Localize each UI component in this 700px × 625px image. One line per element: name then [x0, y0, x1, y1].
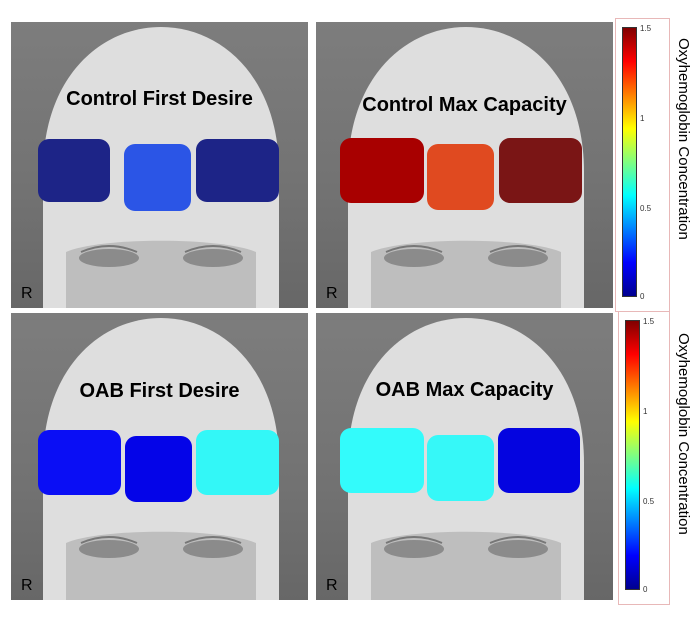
tick-label: 0 [643, 585, 648, 594]
roi-left [340, 428, 424, 493]
tick-label: 1 [643, 407, 648, 416]
roi-center [125, 436, 192, 502]
panel-title: Control Max Capacity [362, 94, 567, 116]
colorbar-bottom: 1.5 1 0.5 0 [618, 311, 670, 605]
panel-title: OAB First Desire [79, 380, 240, 402]
roi-center [427, 144, 494, 210]
tick-label: 1.5 [640, 24, 652, 33]
panel-control-max-capacity: Control Max Capacity R [316, 22, 613, 308]
colorbar-label: Oxyhemoglobin Concentration [675, 333, 692, 535]
roi-center [124, 144, 191, 211]
side-label: R [21, 285, 33, 302]
panel-control-first-desire: Control First Desire R [11, 22, 308, 308]
tick-label: 0 [640, 292, 645, 301]
side-label: R [21, 577, 33, 594]
panel-oab-max-capacity: OAB Max Capacity R [316, 313, 613, 600]
colorbar-gradient [625, 320, 640, 590]
colorbar-label: Oxyhemoglobin Concentration [675, 38, 692, 240]
tick-label: 0.5 [643, 497, 655, 506]
roi-right [196, 139, 279, 202]
roi-right [499, 138, 582, 203]
side-label: R [326, 285, 338, 302]
roi-right [498, 428, 580, 493]
panel-oab-first-desire: OAB First Desire R [11, 313, 308, 600]
roi-left [38, 139, 110, 202]
roi-left [38, 430, 121, 495]
tick-label: 1.5 [643, 317, 655, 326]
panel-title: OAB Max Capacity [375, 379, 554, 401]
colorbar-gradient [622, 27, 637, 297]
tick-label: 1 [640, 114, 645, 123]
colorbar-top: 1.5 1 0.5 0 [615, 18, 670, 312]
roi-left [340, 138, 424, 203]
tick-label: 0.5 [640, 204, 652, 213]
side-label: R [326, 577, 338, 594]
panel-title: Control First Desire [66, 88, 253, 110]
roi-center [427, 435, 494, 501]
roi-right [196, 430, 279, 495]
